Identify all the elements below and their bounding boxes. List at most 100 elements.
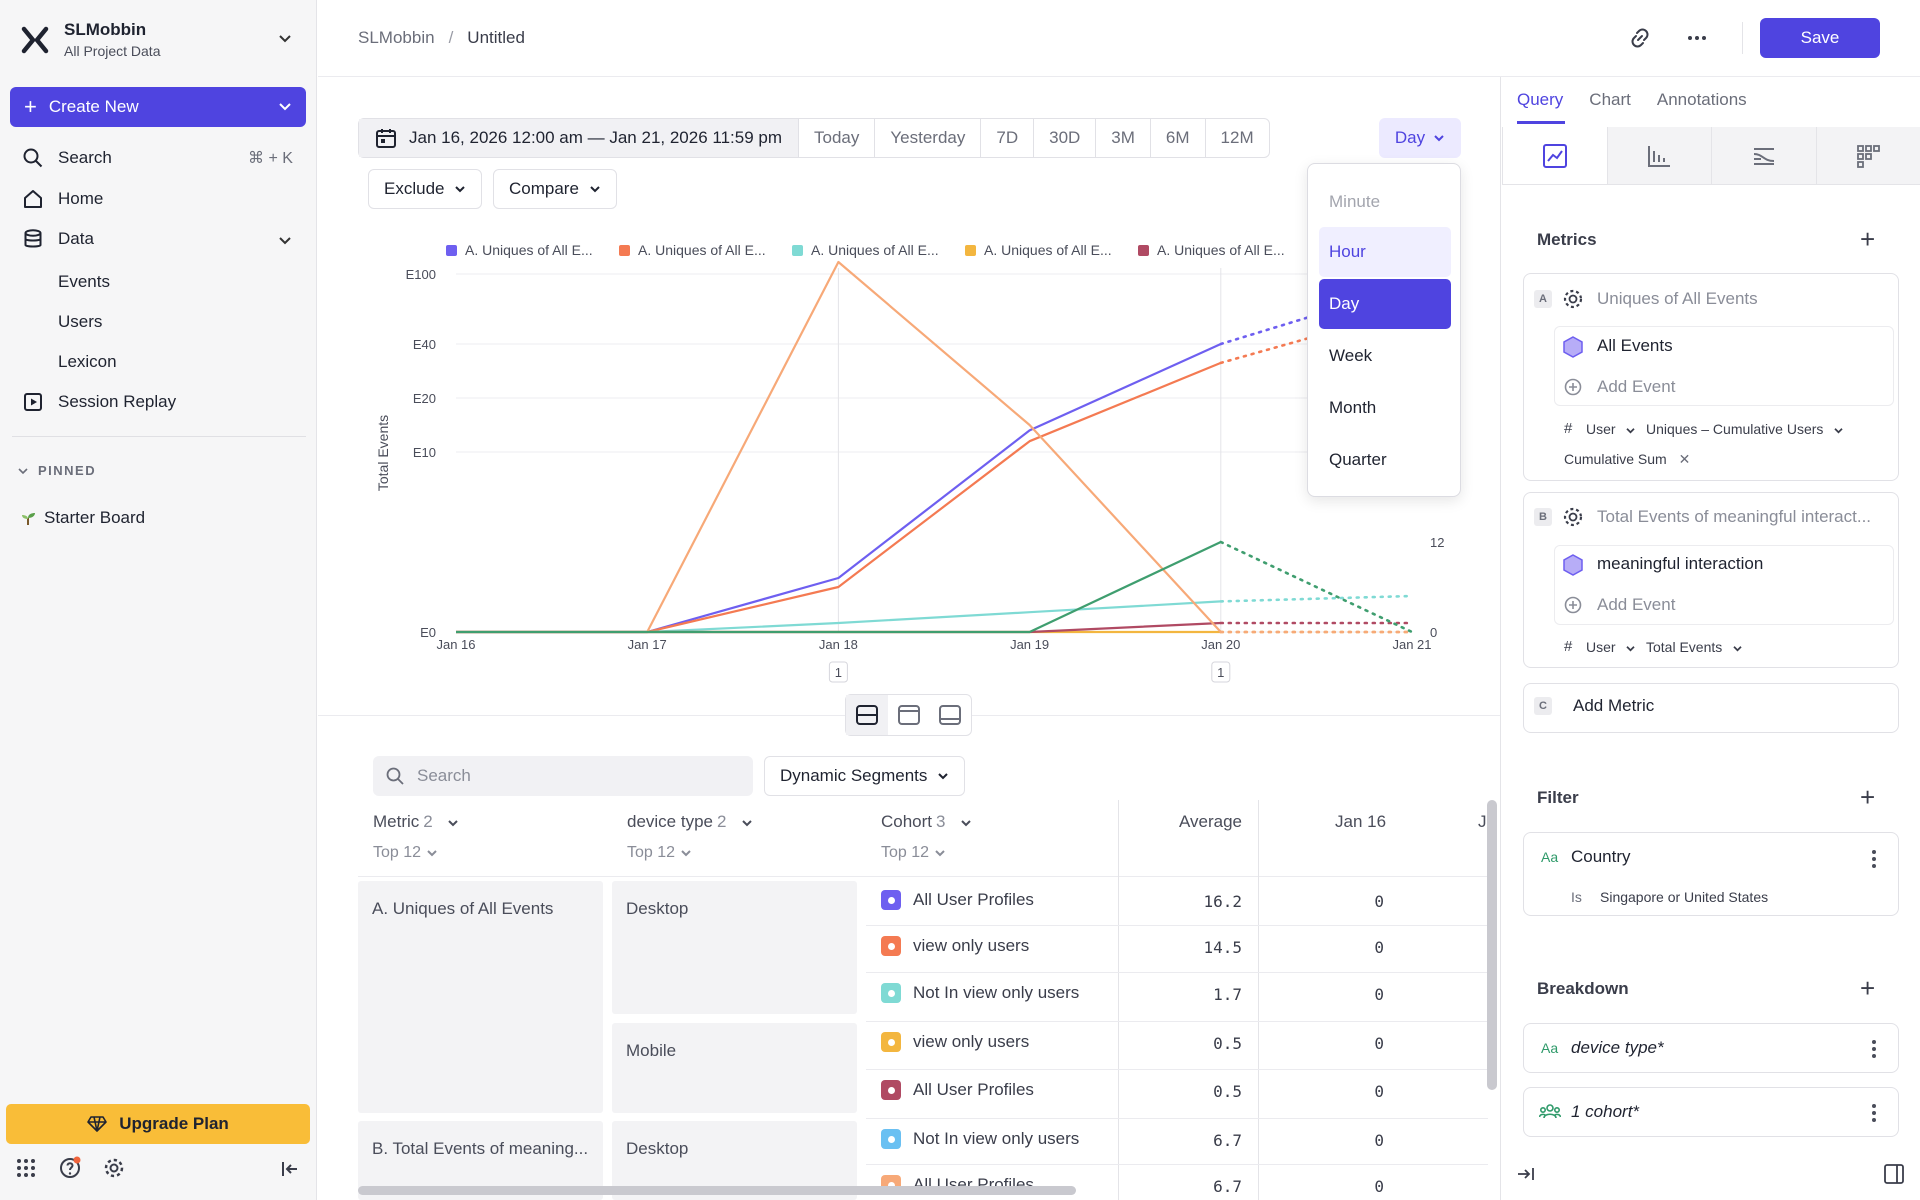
exclude-button[interactable]: Exclude [368, 169, 483, 209]
horizontal-scrollbar[interactable] [358, 1186, 1076, 1195]
breakdown-card[interactable] [1523, 1023, 1899, 1073]
sidebar-item-lexicon[interactable]: Lexicon [58, 352, 117, 371]
funnels-report-icon[interactable] [1606, 127, 1711, 184]
metric-b-measure[interactable]: Total Events [1646, 639, 1743, 655]
metric-settings-icon[interactable] [1562, 288, 1584, 310]
preset-yesterday[interactable]: Yesterday [874, 119, 980, 157]
table-view-icon[interactable] [929, 695, 971, 735]
metric-b-entity[interactable]: User [1586, 639, 1636, 655]
top-n-select[interactable]: Top 12 [881, 844, 946, 862]
metric-settings-icon[interactable] [1562, 506, 1584, 528]
metric-b-title[interactable]: Total Events of meaningful interact... [1597, 507, 1872, 526]
legend-item[interactable]: A. Uniques of All E... [446, 242, 593, 258]
metric-a-modifier[interactable]: Cumulative Sum ✕ [1564, 451, 1690, 468]
breadcrumb-current[interactable]: Untitled [467, 28, 525, 47]
date-range-picker[interactable]: Jan 16, 2026 12:00 am — Jan 21, 2026 11:… [359, 119, 799, 157]
line-chart[interactable]: E100 E40 E20 E10 E0 12 0 Jan 16 Jan 17 Jan 18 Jan … [358, 258, 1458, 698]
create-new-button[interactable]: + Create New [10, 87, 306, 127]
more-vertical-icon[interactable] [1872, 1104, 1876, 1125]
granularity-option-minute[interactable]: Minute [1329, 192, 1381, 211]
tab-annotations[interactable]: Annotations [1656, 90, 1747, 109]
org-switcher[interactable]: SLMobbin All Project Data [20, 20, 160, 59]
filter-card[interactable] [1523, 832, 1899, 916]
link-icon[interactable] [1628, 26, 1652, 50]
filter-operator[interactable]: Is [1571, 889, 1582, 905]
metric-a-entity[interactable]: User [1586, 421, 1636, 437]
filter-property[interactable]: Country [1571, 847, 1631, 866]
flows-report-icon[interactable] [1711, 127, 1816, 184]
add-breakdown-plus-icon[interactable]: + [1860, 973, 1876, 1003]
cohort-cell[interactable]: Not In view only users [881, 983, 1079, 1003]
sidebar-item-session-replay[interactable]: Session Replay [22, 391, 176, 413]
upgrade-plan-button[interactable]: Upgrade Plan [6, 1104, 310, 1144]
chevron-down-icon[interactable] [278, 236, 292, 246]
column-header-jan16[interactable]: Jan 16 [1335, 812, 1387, 831]
table-search-input[interactable]: Search [373, 756, 753, 796]
preset-3m[interactable]: 3M [1095, 119, 1150, 157]
granularity-option-month[interactable]: Month [1329, 398, 1377, 417]
compare-button[interactable]: Compare [493, 169, 617, 209]
granularity-select[interactable]: Day [1379, 118, 1461, 158]
metric-b-add-event[interactable]: Add Event [1597, 595, 1676, 614]
column-header-device-type[interactable]: device type 2 [627, 812, 753, 832]
cohort-cell[interactable]: All User Profiles [881, 1080, 1034, 1100]
tab-query[interactable]: Query [1517, 90, 1564, 109]
granularity-option-quarter[interactable]: Quarter [1329, 450, 1387, 469]
filter-value[interactable]: Singapore or United States [1600, 889, 1769, 905]
add-metric-plus-icon[interactable]: + [1860, 224, 1876, 254]
cohort-cell[interactable]: All User Profiles [881, 890, 1034, 910]
column-header-cohort[interactable]: Cohort 3 [881, 812, 972, 832]
collapse-sidebar-icon[interactable] [280, 1160, 300, 1178]
chevron-down-icon[interactable] [278, 34, 292, 44]
cohort-cell[interactable]: view only users [881, 936, 1029, 956]
chart-view-icon[interactable] [888, 695, 930, 735]
breakdown-card[interactable] [1523, 1087, 1899, 1137]
chevron-down-icon[interactable] [18, 467, 28, 475]
legend-item[interactable]: A. Uniques of All E... [965, 242, 1112, 258]
breakdown-label[interactable]: 1 cohort* [1571, 1102, 1640, 1121]
collapse-panel-icon[interactable] [1517, 1166, 1535, 1182]
tab-chart[interactable]: Chart [1589, 90, 1631, 109]
top-n-select[interactable]: Top 12 [627, 844, 692, 862]
dynamic-segments-button[interactable]: Dynamic Segments [764, 756, 966, 796]
preset-7d[interactable]: 7D [980, 119, 1033, 157]
split-view-icon[interactable] [846, 695, 888, 735]
breakdown-label[interactable]: device type* [1571, 1038, 1664, 1057]
retention-report-icon[interactable] [1815, 127, 1920, 184]
apps-grid-icon[interactable] [14, 1156, 38, 1180]
close-icon[interactable]: ✕ [1678, 451, 1691, 467]
column-header-metric[interactable]: Metric 2 [373, 812, 459, 832]
panel-layout-icon[interactable] [1883, 1163, 1905, 1185]
breadcrumb-root[interactable]: SLMobbin [358, 28, 435, 47]
sidebar-item-home[interactable]: Home [22, 188, 103, 210]
add-metric-label[interactable]: Add Metric [1573, 696, 1655, 715]
sidebar-item-starter-board[interactable]: Starter Board [20, 508, 145, 528]
more-vertical-icon[interactable] [1872, 1040, 1876, 1061]
metric-a-title[interactable]: Uniques of All Events [1597, 289, 1758, 308]
add-metric-card[interactable] [1523, 683, 1899, 733]
sidebar-item-users[interactable]: Users [58, 312, 103, 331]
preset-6m[interactable]: 6M [1149, 119, 1205, 157]
preset-30d[interactable]: 30D [1033, 119, 1095, 157]
more-icon[interactable] [1685, 26, 1709, 50]
preset-12m[interactable]: 12M [1204, 119, 1269, 157]
column-header-average[interactable]: Average [1179, 812, 1243, 831]
metric-a-measure[interactable]: Uniques – Cumulative Users [1646, 421, 1844, 437]
granularity-option-day[interactable]: Day [1319, 279, 1451, 329]
sidebar-item-data[interactable]: Data [22, 228, 94, 250]
metric-a-event[interactable]: All Events [1597, 336, 1673, 355]
legend-item[interactable]: A. Uniques of All E... [619, 242, 766, 258]
help-icon[interactable] [58, 1156, 82, 1180]
metric-a-add-event[interactable]: Add Event [1597, 377, 1676, 396]
metric-b-event[interactable]: meaningful interaction [1597, 554, 1764, 573]
gear-icon[interactable] [102, 1156, 126, 1180]
add-filter-plus-icon[interactable]: + [1860, 782, 1876, 812]
save-button[interactable]: Save [1760, 18, 1880, 58]
cohort-cell[interactable]: Not In view only users [881, 1129, 1079, 1149]
more-vertical-icon[interactable] [1872, 850, 1876, 871]
sidebar-item-events[interactable]: Events [58, 272, 110, 291]
granularity-option-hour[interactable]: Hour [1319, 227, 1451, 277]
top-n-select[interactable]: Top 12 [373, 844, 438, 862]
legend-item[interactable]: A. Uniques of All E... [1138, 242, 1285, 258]
cohort-cell[interactable]: view only users [881, 1032, 1029, 1052]
